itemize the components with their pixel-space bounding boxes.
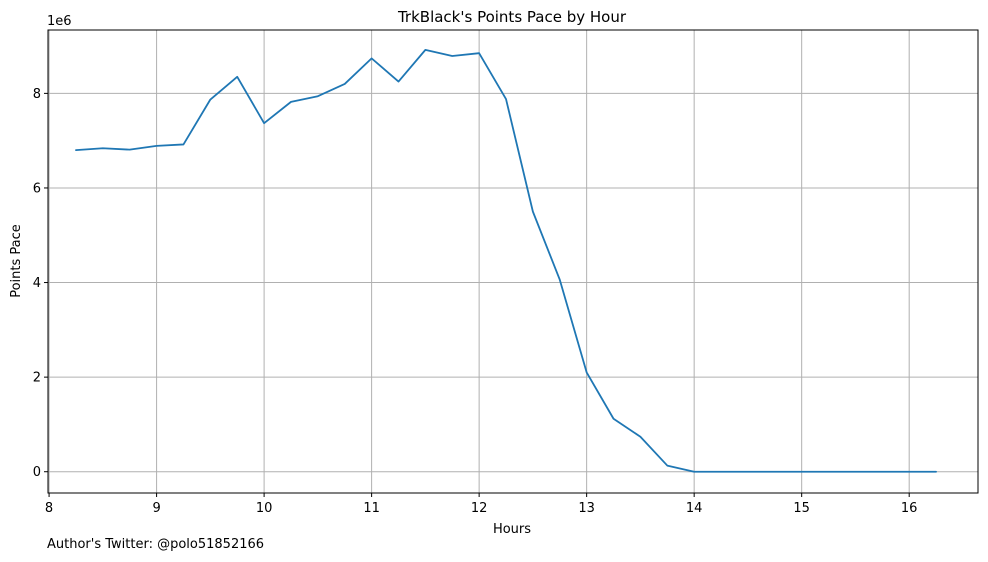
x-tick-label: 13 bbox=[578, 501, 595, 516]
x-tick-label: 15 bbox=[793, 501, 810, 516]
x-tick-label: 11 bbox=[363, 501, 380, 516]
x-tick-label: 9 bbox=[152, 501, 160, 516]
y-axis-ticks: 0 2 4 6 8 bbox=[33, 87, 48, 480]
plot-frame bbox=[47, 29, 979, 494]
y-offset-label: 1e6 bbox=[47, 14, 72, 29]
grid-lines bbox=[48, 30, 978, 493]
chart-title: TrkBlack's Points Pace by Hour bbox=[397, 8, 627, 26]
x-tick-label: 10 bbox=[256, 501, 273, 516]
y-tick-label: 4 bbox=[33, 276, 41, 291]
x-tick-label: 16 bbox=[901, 501, 918, 516]
y-tick-label: 2 bbox=[33, 371, 41, 386]
author-footer: Author's Twitter: @polo51852166 bbox=[47, 537, 265, 552]
y-tick-label: 0 bbox=[33, 465, 41, 480]
series-group bbox=[75, 48, 937, 473]
x-axis-label: Hours bbox=[493, 522, 531, 537]
y-tick-label: 6 bbox=[33, 181, 41, 196]
x-tick-label: 12 bbox=[471, 501, 488, 516]
y-tick-label: 8 bbox=[33, 87, 41, 102]
y-axis-label: Points Pace bbox=[9, 224, 24, 298]
x-tick-label: 14 bbox=[686, 501, 703, 516]
series-line bbox=[75, 48, 937, 473]
x-tick-label: 8 bbox=[45, 501, 53, 516]
x-axis-ticks: 8 9 10 11 12 13 14 15 16 bbox=[45, 493, 918, 516]
